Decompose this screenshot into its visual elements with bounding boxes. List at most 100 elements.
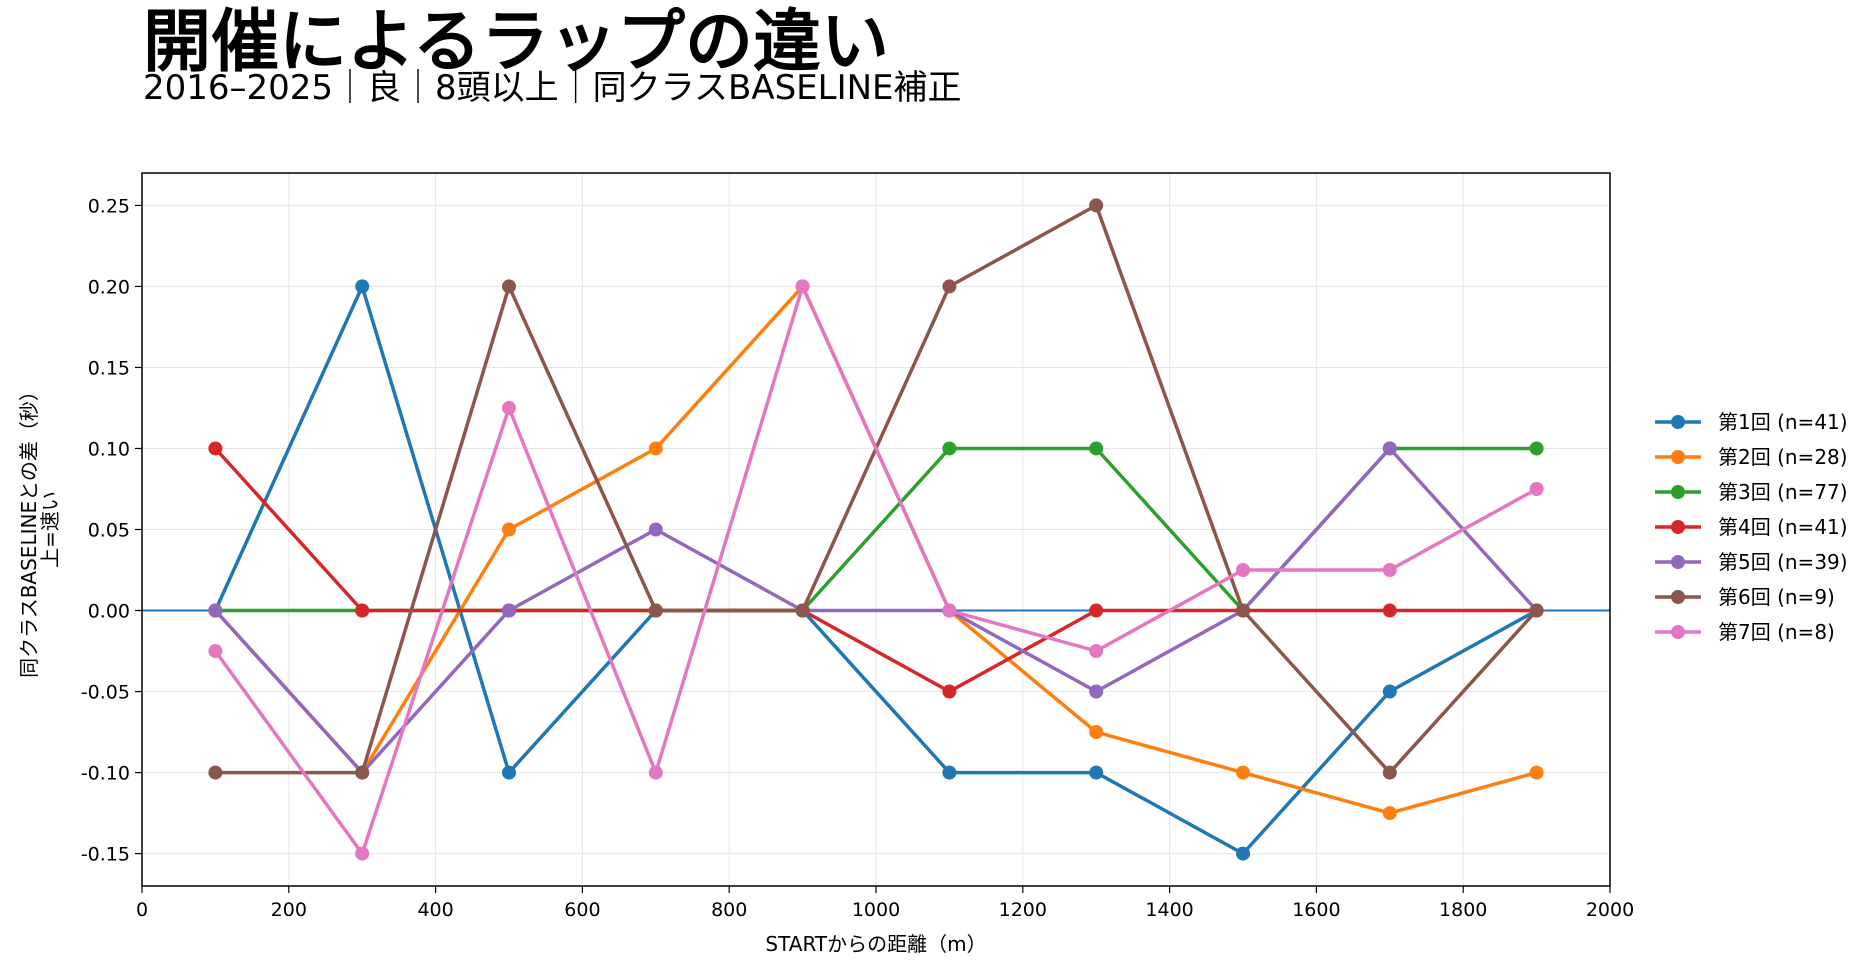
y-tick-label: 0.15 xyxy=(88,357,130,379)
data-point xyxy=(1382,603,1397,618)
x-tick-label: 1800 xyxy=(1439,899,1487,921)
legend-item: 第7回 (n=8) xyxy=(1655,620,1835,644)
x-tick-label: 1200 xyxy=(999,899,1047,921)
series-line xyxy=(214,446,1538,775)
data-point xyxy=(795,603,810,618)
legend-item: 第2回 (n=28) xyxy=(1655,445,1848,469)
x-axis: 0 200 400 600 800 1000 1200 1400 1600 1800 2000 xyxy=(136,886,1634,921)
series-line xyxy=(214,447,1537,694)
legend-label: 第2回 (n=28) xyxy=(1718,445,1848,469)
x-tick-label: 600 xyxy=(564,899,600,921)
y-axis: 0.25 0.20 0.15 0.10 0.05 0.00 -0.05 -0.10 -0.15 xyxy=(81,195,142,866)
legend-item: 第4回 (n=41) xyxy=(1655,515,1848,539)
data-point xyxy=(648,603,663,618)
x-tick-label: 1000 xyxy=(852,899,900,921)
data-point xyxy=(1089,644,1104,659)
data-point xyxy=(648,765,663,780)
legend-item: 第5回 (n=39) xyxy=(1655,550,1848,574)
data-point xyxy=(208,644,223,659)
y-tick-label: 0.20 xyxy=(88,276,130,298)
data-point xyxy=(1089,441,1104,456)
data-point xyxy=(355,765,370,780)
data-point xyxy=(648,441,663,456)
data-point xyxy=(942,603,957,618)
legend-label: 第3回 (n=77) xyxy=(1718,480,1848,504)
data-point xyxy=(1089,725,1104,740)
series-line xyxy=(213,284,1538,856)
data-point xyxy=(1236,765,1250,780)
y-tick-label: -0.05 xyxy=(81,682,130,704)
data-point xyxy=(1089,198,1104,213)
data-point xyxy=(502,765,516,780)
data-point xyxy=(208,765,223,780)
data-point xyxy=(1236,563,1250,578)
data-point xyxy=(942,279,957,294)
data-point xyxy=(1089,603,1104,618)
legend-label: 第6回 (n=9) xyxy=(1718,585,1835,609)
legend-label: 第1回 (n=41) xyxy=(1718,410,1848,434)
data-point xyxy=(1382,563,1397,578)
data-point xyxy=(1529,603,1544,618)
legend-swatch-marker xyxy=(1671,555,1685,569)
data-point xyxy=(648,522,663,537)
chart-subtitle: 2016–2025｜良｜8頭以上｜同クラスBASELINE補正 xyxy=(143,68,962,108)
data-point xyxy=(208,603,223,618)
data-point xyxy=(1382,441,1397,456)
data-point xyxy=(942,441,957,456)
y-tick-label: 0.05 xyxy=(88,520,130,542)
data-point xyxy=(502,279,516,294)
y-tick-label: -0.10 xyxy=(81,763,130,785)
data-point xyxy=(355,279,370,294)
x-tick-label: 800 xyxy=(711,899,747,921)
legend-item: 第1回 (n=41) xyxy=(1655,410,1848,434)
data-point xyxy=(355,603,370,618)
data-point xyxy=(502,603,516,618)
legend-swatch-marker xyxy=(1671,415,1685,429)
x-tick-label: 200 xyxy=(271,899,307,921)
y-tick-label: -0.15 xyxy=(81,844,130,866)
legend-swatch-marker xyxy=(1671,485,1685,499)
legend-swatch-marker xyxy=(1671,450,1685,464)
legend-label: 第5回 (n=39) xyxy=(1718,550,1848,574)
y-tick-label: 0.10 xyxy=(88,438,130,460)
y-axis-label: 同クラスBASELINEとの差（秒） xyxy=(17,381,41,678)
data-point xyxy=(1382,806,1397,821)
data-point xyxy=(1382,684,1397,699)
data-point xyxy=(355,846,370,861)
data-point xyxy=(942,684,957,699)
x-tick-label: 1400 xyxy=(1145,899,1193,921)
y-tick-label: 0.00 xyxy=(88,601,130,623)
legend-swatch-marker xyxy=(1671,590,1685,604)
data-point xyxy=(795,279,810,294)
series-7 xyxy=(208,279,1544,861)
legend-swatch-marker xyxy=(1671,625,1685,639)
x-tick-label: 1600 xyxy=(1292,899,1340,921)
chart-title: 開催によるラップの違い xyxy=(143,3,889,82)
x-tick-label: 2000 xyxy=(1586,899,1634,921)
x-tick-label: 400 xyxy=(417,899,453,921)
data-point xyxy=(502,400,516,415)
y-tick-label: 0.25 xyxy=(88,195,130,217)
data-point xyxy=(208,441,223,456)
legend-label: 第7回 (n=8) xyxy=(1718,620,1835,644)
legend-swatch-marker xyxy=(1671,520,1685,534)
legend-item: 第3回 (n=77) xyxy=(1655,480,1848,504)
data-point xyxy=(942,765,957,780)
data-point xyxy=(1089,684,1104,699)
data-point xyxy=(1529,441,1544,456)
y-axis-label-sub: 上=速い xyxy=(38,491,62,568)
legend-item: 第6回 (n=9) xyxy=(1655,585,1835,609)
x-tick-label: 0 xyxy=(136,899,148,921)
data-point xyxy=(502,522,516,537)
data-point xyxy=(1529,481,1544,496)
data-point xyxy=(1089,765,1104,780)
legend-label: 第4回 (n=41) xyxy=(1718,515,1848,539)
series-group xyxy=(208,198,1544,861)
legend: 第1回 (n=41) 第2回 (n=28) 第3回 (n=77) 第4回 (n=41)… xyxy=(1655,410,1848,644)
x-axis-label: STARTからの距離（m） xyxy=(765,932,986,956)
data-point xyxy=(1236,603,1250,618)
data-point xyxy=(1382,765,1397,780)
data-point xyxy=(1236,846,1250,861)
data-point xyxy=(1529,765,1544,780)
